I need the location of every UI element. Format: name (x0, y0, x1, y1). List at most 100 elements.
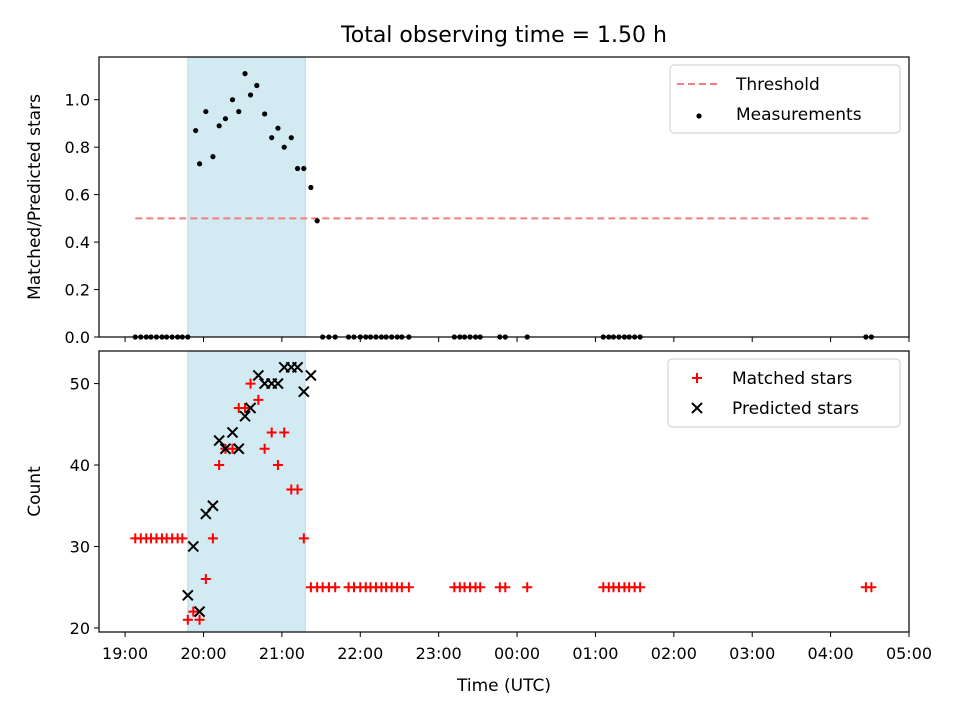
matched-star-point (298, 533, 309, 544)
predicted-star-point (291, 361, 304, 373)
legend-box (669, 64, 901, 134)
legend-label: Predicted stars (732, 399, 859, 419)
axes-frame (98, 350, 910, 633)
legend-label: Measurements (736, 105, 862, 125)
x-tick-label: 22:00 (337, 644, 383, 663)
matched-star-point (214, 460, 225, 471)
matched-star-point (635, 582, 646, 593)
matched-star-point (272, 460, 283, 471)
x-tick-label: 05:00 (886, 644, 932, 663)
matched-star-point (245, 378, 256, 389)
x-tick-label: 00:00 (494, 644, 540, 663)
count-panel: 20 30 40 50 19:00 20:00 21:00 22:00 23:00 00:00 01… (25, 350, 932, 663)
legend-measurement-swatch (696, 113, 702, 119)
y-tick-label: 40 (70, 456, 90, 475)
matched-star-point (259, 443, 270, 454)
matched-star-point (207, 533, 218, 544)
x-tick-label: 01:00 (572, 644, 618, 663)
x-tick-label: 19:00 (102, 644, 148, 663)
measurement-point (262, 111, 268, 117)
measurement-point (275, 125, 281, 131)
matched-star-point (475, 582, 486, 593)
measurement-point (254, 82, 260, 89)
predicted-star-point (187, 540, 200, 553)
measurement-point (308, 184, 314, 191)
matched-star-point (182, 614, 193, 625)
matched-star-point (866, 582, 877, 593)
predicted-star-point (213, 434, 225, 447)
matched-star-point (200, 574, 211, 585)
measurement-point (294, 165, 301, 172)
matched-star-point (330, 582, 341, 593)
y-tick-label: 30 (70, 537, 90, 556)
legend-label: Matched stars (732, 369, 852, 389)
observing-window-band (187, 350, 306, 633)
y-tick-label: 0.8 (65, 138, 90, 157)
matched-star-point (188, 606, 199, 617)
y-tick-label: 0.0 (65, 328, 90, 347)
measurement-point (314, 218, 320, 224)
predicted-star-point (207, 500, 219, 512)
predicted-star-point (305, 369, 317, 382)
predicted-star-point (252, 369, 265, 382)
predicted-star-point (233, 443, 245, 455)
y-tick-label: 1.0 (65, 91, 90, 110)
measurement-point (281, 144, 287, 150)
legend-matched-swatch (692, 373, 702, 383)
matched-star-point (240, 403, 251, 414)
x-axis-label: Time (UTC) (456, 676, 551, 696)
ratio-panel: 0.0 0.2 0.4 0.6 0.8 1.0 Matched/Predicted star… (25, 56, 910, 347)
predicted-star-point (239, 410, 251, 422)
matched-star-point (522, 582, 533, 593)
matched-star-point (292, 484, 303, 495)
x-tick-label: 21:00 (259, 644, 305, 663)
matched-star-point (500, 582, 511, 593)
predicted-star-point (226, 426, 239, 439)
legend: Threshold Measurements (669, 64, 901, 134)
matched-star-point (279, 427, 290, 438)
measurement-point (210, 154, 216, 160)
x-tick-label: 02:00 (651, 644, 697, 663)
chart-title: Total observing time = 1.50 h (340, 23, 667, 48)
legend: Matched stars Predicted stars (667, 358, 901, 428)
measurement-point (288, 135, 294, 141)
predicted-star-point (272, 377, 284, 390)
legend-label: Threshold (735, 75, 820, 95)
predicted-star-point (298, 386, 310, 398)
predicted-star-point (193, 605, 206, 618)
matched-star-point (194, 614, 205, 625)
measurement-point (247, 92, 254, 98)
matched-star-point (177, 533, 188, 544)
measurement-point (301, 165, 307, 172)
measurement-point (222, 116, 229, 122)
y-tick-label: 0.6 (65, 186, 90, 205)
y-tick-label: 0.4 (65, 233, 90, 252)
y-tick-label: 20 (70, 619, 90, 638)
y-tick-label: 50 (70, 375, 90, 394)
measurement-point (236, 108, 242, 115)
measurement-point (203, 108, 209, 115)
measurement-point (196, 161, 203, 167)
predicted-star-point (219, 443, 232, 455)
matched-star-point (403, 582, 414, 593)
matched-star-point (227, 443, 238, 454)
x-tick-label: 20:00 (180, 644, 226, 663)
measurement-point (242, 71, 248, 77)
measurement-point (193, 127, 199, 134)
x-tick-label: 04:00 (808, 644, 854, 663)
measurement-point (229, 97, 236, 103)
y-tick-label: 0.2 (65, 281, 90, 300)
matched-star-point (253, 394, 264, 405)
axes-frame (98, 56, 910, 338)
y-axis-label: Matched/Predicted stars (25, 94, 45, 300)
predicted-star-point (182, 589, 194, 602)
observing-window-band (187, 56, 306, 338)
matched-star-point (266, 427, 277, 438)
measurement-point (216, 123, 222, 129)
measurement-point (269, 135, 275, 141)
y-axis-label: Count (25, 466, 45, 517)
legend-box (667, 358, 901, 428)
x-tick-label: 23:00 (416, 644, 462, 663)
legend-predicted-swatch (691, 402, 703, 414)
